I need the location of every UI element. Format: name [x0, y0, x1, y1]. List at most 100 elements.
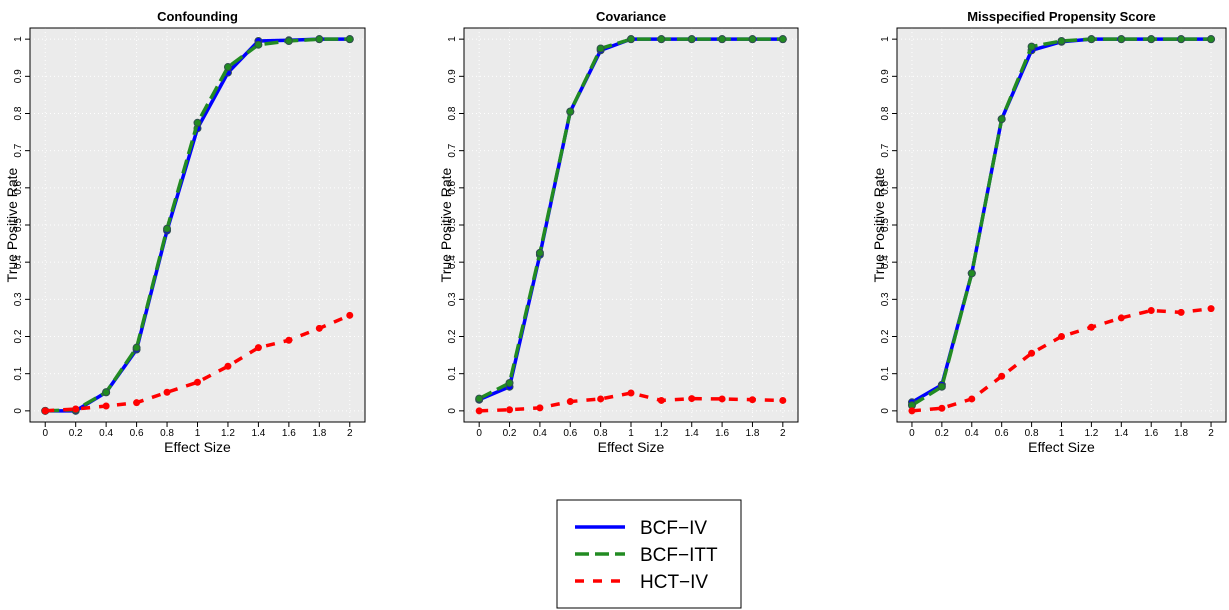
data-point — [1207, 35, 1216, 44]
x-tick-label: 1 — [1059, 428, 1065, 439]
x-tick-label: 1.8 — [312, 428, 326, 439]
x-tick-label: 1 — [628, 428, 634, 439]
y-axis-label: True Positive Rate — [871, 167, 887, 282]
data-point — [718, 395, 726, 403]
y-tick-label: 0.9 — [447, 69, 458, 83]
x-tick-label: 1.6 — [282, 428, 296, 439]
data-point — [254, 40, 263, 49]
data-point — [1057, 37, 1066, 46]
data-point — [284, 37, 293, 46]
data-point — [779, 396, 787, 404]
y-tick-label: 0.7 — [447, 143, 458, 157]
y-tick-label: 0.4 — [880, 255, 891, 269]
y-tick-label: 1 — [447, 36, 458, 42]
data-point — [1177, 308, 1185, 316]
x-tick-label: 0 — [476, 428, 482, 439]
x-tick-label: 1.4 — [1114, 428, 1128, 439]
y-tick-label: 1 — [880, 36, 891, 42]
legend-label: BCF−IV — [640, 518, 707, 539]
data-point — [687, 35, 696, 44]
y-tick-label: 0.2 — [13, 329, 24, 343]
data-point — [194, 378, 201, 386]
data-point — [627, 35, 635, 44]
data-point — [998, 372, 1006, 380]
y-tick-label: 0.5 — [447, 218, 458, 232]
plot-frame — [463, 27, 799, 423]
x-tick-label: 1 — [195, 428, 201, 439]
data-point — [688, 395, 696, 403]
legend-label: HCT−IV — [640, 572, 708, 593]
x-tick-label: 0.8 — [594, 428, 608, 439]
y-tick-label: 0.5 — [880, 218, 891, 232]
x-tick-label: 0 — [42, 428, 48, 439]
x-axis-label: Effect Size — [1028, 439, 1095, 455]
y-tick-label: 0.1 — [13, 366, 24, 380]
data-point — [102, 388, 111, 397]
data-point — [133, 399, 141, 407]
chart-title: Confounding — [157, 9, 238, 24]
data-point — [315, 35, 324, 44]
plot-frame — [29, 27, 366, 423]
x-tick-label: 0.6 — [563, 428, 577, 439]
data-point — [505, 378, 514, 387]
data-point — [41, 407, 49, 415]
data-point — [345, 35, 354, 44]
x-tick-label: 0.2 — [503, 428, 517, 439]
x-tick-label: 1.6 — [715, 428, 729, 439]
data-point — [193, 118, 202, 127]
data-point — [535, 248, 544, 257]
y-axis-label: True Positive Rate — [438, 167, 454, 282]
series-line — [479, 391, 783, 413]
plot-frame — [896, 27, 1227, 423]
data-point — [657, 35, 666, 44]
y-tick-label: 0.2 — [880, 329, 891, 343]
x-tick-label: 2 — [347, 428, 353, 439]
y-tick-label: 0.4 — [447, 255, 458, 269]
data-point — [72, 405, 80, 413]
x-tick-label: 0 — [909, 428, 915, 439]
data-point — [566, 107, 575, 116]
y-tick-label: 0 — [447, 408, 458, 414]
data-point — [1117, 314, 1125, 322]
data-point — [718, 35, 727, 44]
data-point — [997, 115, 1006, 124]
series-line — [911, 37, 1212, 407]
data-point — [163, 388, 171, 396]
data-point — [163, 224, 172, 233]
data-point — [475, 407, 483, 415]
x-tick-label: 0.4 — [965, 428, 979, 439]
y-tick-label: 0.1 — [447, 366, 458, 380]
y-tick-label: 0.3 — [13, 292, 24, 306]
data-point — [346, 311, 354, 319]
x-tick-label: 0.2 — [69, 428, 83, 439]
legend-label: BCF−ITT — [640, 545, 718, 566]
x-tick-label: 1.8 — [1174, 428, 1188, 439]
data-point — [597, 395, 605, 403]
data-point — [536, 404, 544, 412]
y-tick-label: 0.4 — [13, 255, 24, 269]
data-point — [967, 269, 976, 278]
data-point — [1058, 333, 1065, 341]
x-axis-label: Effect Size — [164, 439, 231, 455]
data-point — [315, 324, 323, 332]
data-point — [937, 382, 946, 391]
y-tick-label: 0.9 — [13, 69, 24, 83]
data-point — [1177, 35, 1186, 44]
x-tick-label: 0.8 — [160, 428, 174, 439]
x-tick-label: 0.4 — [99, 428, 113, 439]
y-tick-label: 0 — [880, 408, 891, 414]
data-point — [475, 394, 484, 403]
y-tick-label: 0.6 — [447, 180, 458, 194]
y-tick-label: 0.6 — [13, 180, 24, 194]
data-point — [132, 343, 141, 352]
data-point — [778, 35, 787, 44]
x-tick-label: 1.2 — [221, 428, 235, 439]
y-tick-label: 0.7 — [13, 143, 24, 157]
data-point — [1117, 35, 1126, 44]
data-point — [968, 395, 976, 403]
data-point — [566, 398, 574, 406]
data-point — [254, 344, 262, 352]
data-point — [1027, 42, 1036, 51]
x-tick-label: 0.2 — [935, 428, 949, 439]
